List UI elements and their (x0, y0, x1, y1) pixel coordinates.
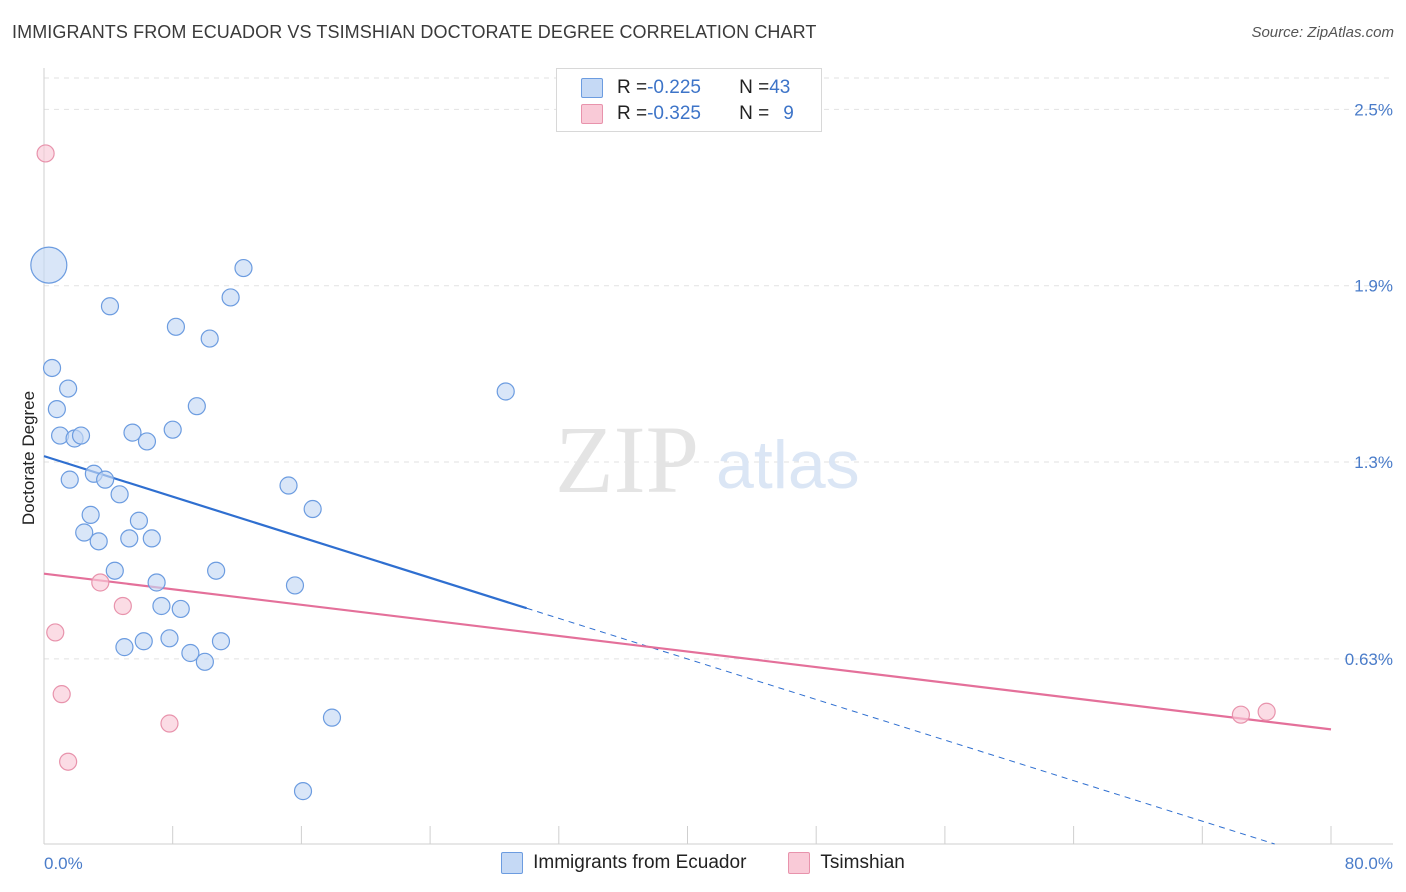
legend-swatch-blue (581, 78, 603, 98)
legend-swatch-blue (501, 852, 524, 874)
ecuador-point (200, 329, 219, 348)
gridlines (44, 77, 1393, 660)
ecuador-point (211, 632, 231, 651)
legend-n-label: N = (739, 103, 770, 124)
ecuador-point (129, 511, 149, 530)
data-points (30, 144, 1276, 801)
ecuador-point (30, 246, 68, 284)
legend-item-ecuador: Immigrants from Ecuador (501, 852, 746, 874)
ecuador-point (110, 485, 129, 504)
trendlines (43, 455, 1332, 845)
ecuador-point (81, 505, 100, 524)
ecuador-point (187, 397, 206, 416)
ecuador-point (171, 599, 190, 619)
ecuador-point (285, 576, 305, 595)
ecuador-point (60, 470, 79, 489)
legend-item-tsimshian: Tsimshian (788, 852, 905, 874)
tsimshian-point (1257, 702, 1276, 721)
tsimshian-point (36, 144, 55, 163)
y-tick-label: 2.5% (1354, 100, 1393, 119)
ecuador-point (496, 382, 515, 401)
stats-legend: R = -0.225 N = 43 R = -0.325 N = 9 (556, 68, 822, 132)
y-tick-label: 1.9% (1354, 277, 1393, 296)
source-label: Source: ZipAtlas.com (1251, 24, 1394, 41)
legend-r-value: -0.325 (647, 103, 701, 124)
ecuador-point (134, 632, 153, 651)
legend-swatch-pink (581, 104, 603, 124)
watermark-atlas: atlas (716, 427, 860, 503)
ecuador-trendline-extension (526, 607, 1275, 845)
ecuador-point (75, 523, 94, 542)
legend-n-value: 9 (783, 103, 794, 124)
legend-r-label: R = (617, 103, 648, 124)
legend-r-label: R = (617, 77, 648, 98)
ecuador-trendline (43, 455, 527, 610)
y-tick-label: 0.63% (1345, 650, 1393, 669)
tsimshian-point (113, 596, 132, 616)
ecuador-point (96, 470, 115, 489)
chart-title: IMMIGRANTS FROM ECUADOR VS TSIMSHIAN DOC… (12, 22, 817, 42)
legend-r-value: -0.225 (647, 77, 701, 98)
legend-n-value: 43 (769, 77, 791, 98)
ecuador-point (71, 426, 91, 445)
legend-label-tsimshian: Tsimshian (820, 852, 905, 873)
ecuador-point (195, 652, 214, 671)
legend-n-label: N = (739, 77, 770, 98)
ecuador-point (100, 297, 120, 316)
ecuador-point (160, 629, 179, 648)
ecuador-point (152, 596, 171, 616)
ecuador-point (322, 708, 342, 727)
ecuador-point (47, 400, 66, 419)
legend-swatch-pink (788, 852, 811, 874)
watermark-zip: ZIP (555, 406, 699, 513)
ecuador-point (120, 529, 139, 548)
ecuador-point (163, 420, 182, 439)
tsimshian-point (46, 623, 65, 642)
ecuador-point (234, 258, 253, 278)
tsimshian-point (59, 752, 78, 771)
tsimshian-point (91, 573, 110, 592)
ecuador-point (293, 782, 313, 801)
ecuador-point (115, 638, 134, 657)
ecuador-point (147, 573, 166, 592)
ecuador-point (279, 476, 298, 495)
tsimshian-point (1231, 705, 1251, 724)
tsimshian-point (160, 714, 179, 733)
ecuador-point (166, 317, 186, 336)
ecuador-point (59, 379, 78, 398)
ecuador-point (89, 532, 108, 551)
ecuador-point (142, 529, 161, 548)
series-legend: Immigrants from Ecuador Tsimshian (0, 852, 1406, 874)
ecuador-point (105, 561, 124, 580)
tick-labels: 0.63% 1.3% 1.9% 2.5% 0.0% 80.0% (44, 100, 1393, 873)
ecuador-point (303, 499, 322, 519)
y-axis-label: Doctorate Degree (19, 391, 38, 525)
x-tick-label: 80.0% (1345, 854, 1393, 873)
ecuador-point (207, 561, 226, 580)
x-tick-label: 0.0% (44, 854, 83, 873)
tsimshian-trendline (43, 572, 1332, 731)
legend-label-ecuador: Immigrants from Ecuador (533, 852, 747, 873)
legend-row-tsimshian: R = -0.325 N = 9 (581, 102, 794, 126)
ecuador-point (221, 288, 240, 307)
axes (43, 68, 1393, 845)
ecuador-point (123, 423, 142, 442)
y-tick-label: 1.3% (1354, 453, 1393, 472)
ecuador-point (42, 358, 62, 378)
ecuador-point (137, 432, 157, 451)
tsimshian-point (52, 685, 71, 704)
ecuador-point (181, 643, 200, 663)
legend-row-ecuador: R = -0.225 N = 43 (581, 76, 790, 100)
